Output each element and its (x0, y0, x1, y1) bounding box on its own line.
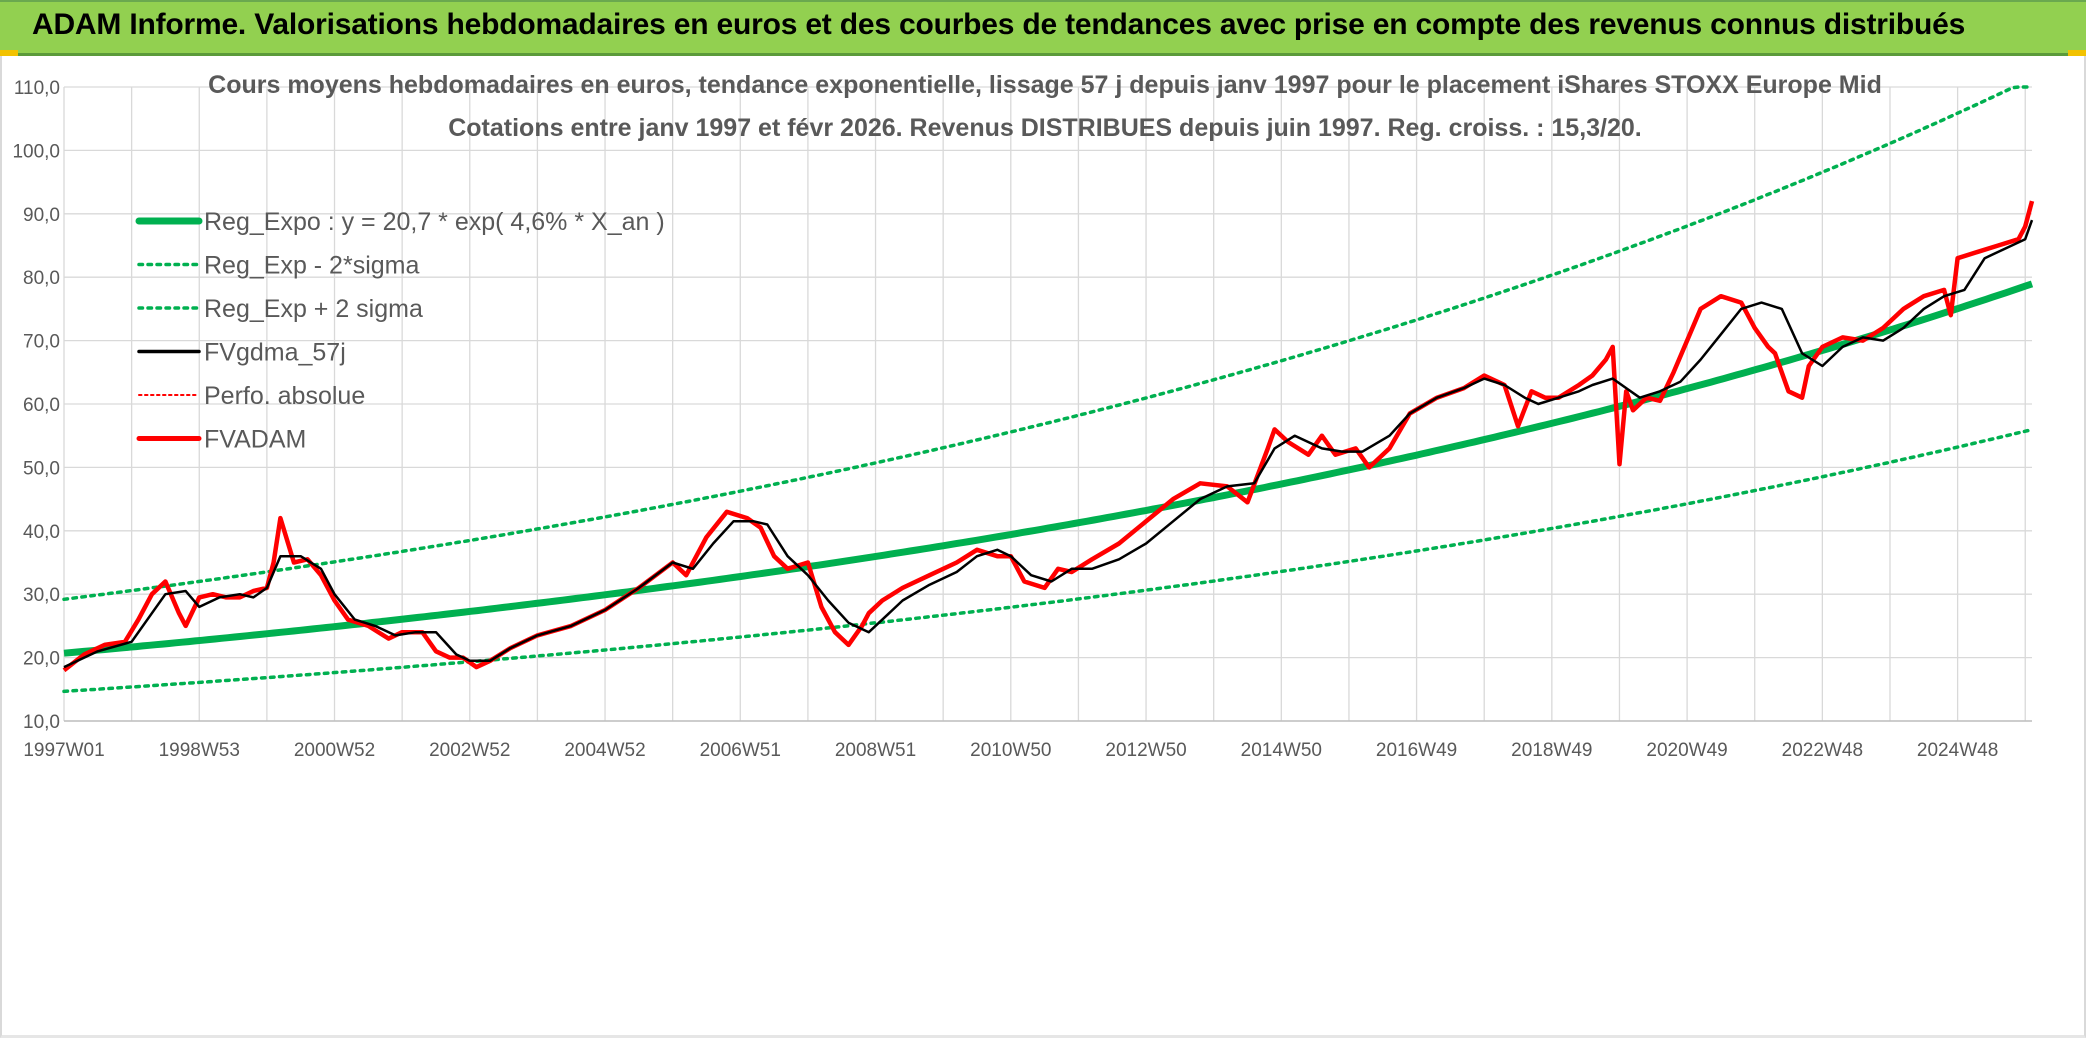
corner-marker-right (2068, 50, 2086, 56)
y-tick-label: 80,0 (23, 268, 60, 289)
x-tick-label: 2008W51 (835, 740, 916, 761)
y-tick-label: 40,0 (23, 522, 60, 543)
grid (63, 86, 2032, 722)
y-tick-label: 10,0 (23, 712, 60, 733)
x-tick-label: 2016W49 (1376, 740, 1457, 761)
chart-title-line1: Cours moyens hebdomadaires en euros, ten… (208, 71, 1882, 99)
legend-reg-minus-label: Reg_Exp - 2*sigma (204, 252, 419, 280)
y-tick-label: 60,0 (23, 395, 60, 416)
x-tick-label: 1997W01 (23, 740, 104, 761)
legend-reg-expo-label: Reg_Expo : y = 20,7 * exp( 4,6% * X_an ) (204, 208, 665, 236)
x-tick-label: 2024W48 (1917, 740, 1998, 761)
x-tick-label: 2000W52 (294, 740, 375, 761)
x-tick-label: 2012W50 (1105, 740, 1186, 761)
x-tick-label: 2010W50 (970, 740, 1051, 761)
header-bar: ADAM Informe. Valorisations hebdomadaire… (0, 0, 2086, 56)
series-reg-expo (63, 280, 2034, 657)
x-tick-label: 1998W53 (159, 740, 240, 761)
x-tick-label: 2006W51 (700, 740, 781, 761)
x-tick-label: 2018W49 (1511, 740, 1592, 761)
corner-marker-left (0, 50, 18, 56)
legend-fvgdma-label: FVgdma_57j (204, 339, 346, 367)
axes: 10,0 20,0 30,0 40,0 50,0 60,0 70,0 80,0 90,0 100,… (12, 78, 2032, 761)
x-tick-label: 2022W48 (1782, 740, 1863, 761)
y-tick-label: 110,0 (14, 78, 60, 99)
chart: 10,0 20,0 30,0 40,0 50,0 60,0 70,0 80,0 90,0 100,… (12, 71, 2035, 761)
legend-reg-plus-label: Reg_Exp + 2 sigma (204, 295, 423, 323)
page-title: ADAM Informe. Valorisations hebdomadaire… (32, 8, 1966, 41)
y-tick-label: 100,0 (12, 141, 60, 162)
series-reg-plus-2sigma (62, 85, 2034, 602)
series-reg-minus-2sigma (62, 427, 2034, 694)
x-tick-label: 2014W50 (1241, 740, 1322, 761)
x-tick-label: 2002W52 (429, 740, 510, 761)
chart-area: 10,0 20,0 30,0 40,0 50,0 60,0 70,0 80,0 90,0 100,… (0, 56, 2086, 1038)
legend: Reg_Expo : y = 20,7 * exp( 4,6% * X_an )… (135, 208, 665, 454)
x-tick-label: 2020W49 (1646, 740, 1727, 761)
y-tick-label: 70,0 (23, 332, 60, 353)
series-fvgdma-57j (63, 219, 2034, 669)
chart-title-line2: Cotations entre janv 1997 et févr 2026. … (448, 114, 1642, 142)
x-tick-label: 2004W52 (564, 740, 645, 761)
legend-fvadam-label: FVADAM (204, 426, 306, 454)
series (62, 85, 2035, 694)
series-fvadam (62, 200, 2035, 673)
y-tick-label: 50,0 (23, 458, 60, 479)
y-tick-label: 90,0 (23, 205, 60, 226)
legend-perfo-label: Perfo. absolue (204, 382, 365, 410)
y-tick-label: 20,0 (23, 649, 60, 670)
y-tick-label: 30,0 (23, 585, 60, 606)
